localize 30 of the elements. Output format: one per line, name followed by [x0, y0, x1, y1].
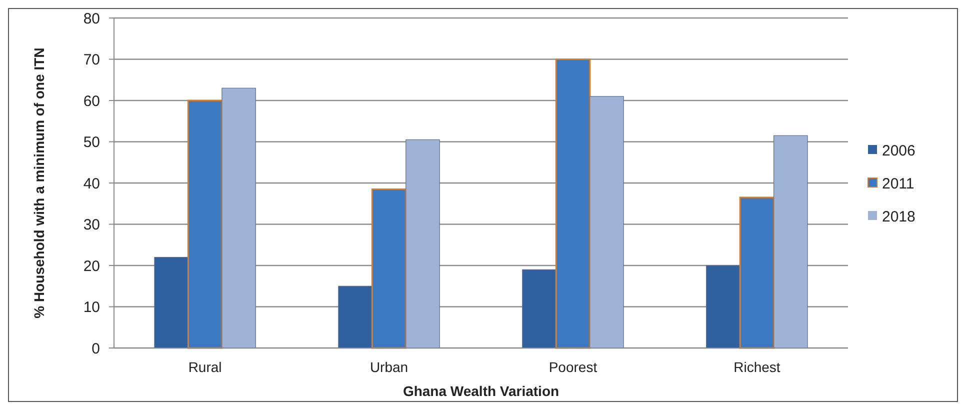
x-tick-label: Poorest — [548, 359, 598, 375]
y-tick-label: 80 — [83, 10, 100, 28]
bar — [187, 100, 223, 349]
y-tick-label: 50 — [83, 134, 100, 151]
y-tick-label: 30 — [83, 216, 100, 234]
y-tick-label: 40 — [83, 175, 100, 192]
y-axis-title: % Household with a minimum of one ITN — [31, 48, 47, 318]
bar — [590, 96, 624, 348]
bar — [406, 139, 440, 348]
y-tick-label: 60 — [83, 92, 100, 110]
bar — [522, 269, 556, 348]
bar — [371, 188, 407, 349]
bar — [154, 256, 188, 348]
x-tick-label: Rural — [188, 359, 222, 375]
y-tick-label: 20 — [83, 258, 100, 275]
bar — [555, 58, 591, 349]
x-tick-label: Urban — [370, 359, 408, 375]
y-tick-label: 0 — [92, 340, 100, 358]
x-tick-label: Richest — [734, 359, 780, 375]
legend-label: 2011 — [882, 175, 914, 192]
legend-label: 2006 — [882, 142, 916, 160]
bar — [338, 286, 372, 348]
x-axis-title: Ghana Wealth Variation — [402, 383, 560, 399]
legend-label: 2018 — [882, 208, 916, 226]
bar — [739, 196, 775, 349]
y-tick-label: 10 — [83, 299, 100, 316]
bar — [706, 265, 740, 348]
bar — [774, 135, 808, 348]
bar — [222, 88, 256, 348]
y-tick-label: 70 — [83, 52, 100, 68]
